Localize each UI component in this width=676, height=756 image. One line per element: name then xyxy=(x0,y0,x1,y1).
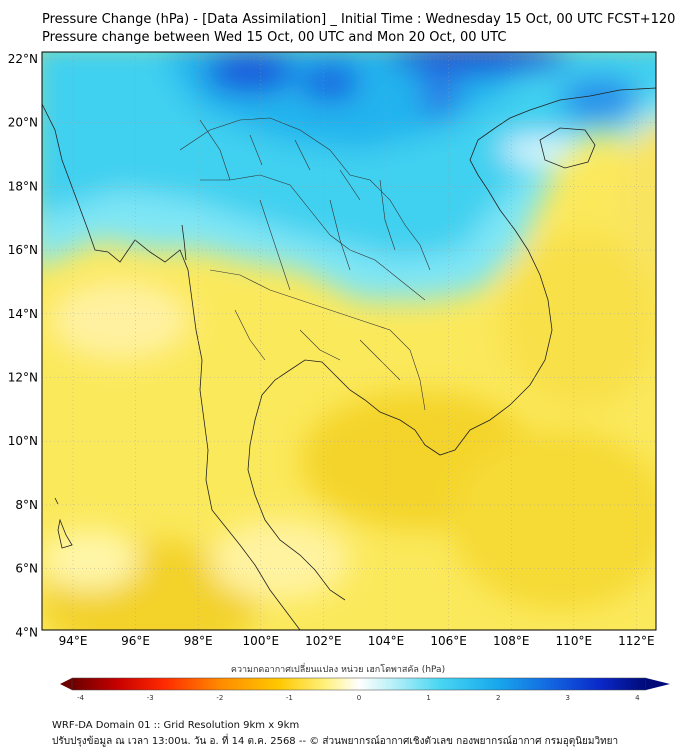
lon-label: 102°E xyxy=(305,634,342,648)
lat-label: 10°N xyxy=(8,434,38,448)
lat-label: 4°N xyxy=(15,625,38,639)
lat-label: 20°N xyxy=(8,116,38,130)
colorbar-tick-label: 4 xyxy=(635,694,640,702)
colorbar-tick-label: -3 xyxy=(147,694,154,702)
colorbar-min-arrow xyxy=(60,678,72,690)
lat-label: 22°N xyxy=(8,52,38,66)
lat-label: 14°N xyxy=(8,307,38,321)
lon-label: 112°E xyxy=(618,634,655,648)
colorbar-gradient xyxy=(71,677,647,691)
lon-label: 106°E xyxy=(430,634,467,648)
colorbar-ticks: -4 -3 -2 -1 0 1 2 3 4 xyxy=(77,694,640,702)
lon-label: 94°E xyxy=(59,634,88,648)
lat-label: 6°N xyxy=(15,562,38,576)
lon-label: 108°E xyxy=(493,634,530,648)
footer-model-info: WRF-DA Domain 01 :: Grid Resolution 9km … xyxy=(52,720,300,731)
colorbar-tick-label: -2 xyxy=(216,694,223,702)
lon-label: 110°E xyxy=(556,634,593,648)
map-subtitle: Pressure change between Wed 15 Oct, 00 U… xyxy=(42,30,507,45)
lat-label: 18°N xyxy=(8,179,38,193)
lon-label: 100°E xyxy=(243,634,280,648)
grid xyxy=(42,52,656,630)
lon-label: 98°E xyxy=(184,634,213,648)
colorbar-tick-label: 0 xyxy=(357,694,361,702)
pressure-field xyxy=(42,52,656,630)
colorbar-tick-label: -1 xyxy=(286,694,293,702)
lat-label: 16°N xyxy=(8,243,38,257)
lat-label: 12°N xyxy=(8,371,38,385)
coastlines xyxy=(42,87,656,630)
borders xyxy=(179,117,431,411)
latitude-labels: 22°N 20°N 18°N 16°N 14°N 12°N 10°N 8°N 6°N 4°N xyxy=(8,52,38,639)
colorbar-tick-label: -4 xyxy=(77,694,85,702)
lat-label: 8°N xyxy=(15,498,38,512)
colorbar-tick-label: 1 xyxy=(426,694,430,702)
colorbar-max-arrow xyxy=(646,678,670,690)
map-frame xyxy=(41,51,657,631)
colorbar: -4 -3 -2 -1 0 1 2 3 4 xyxy=(60,677,670,702)
map-title: Pressure Change (hPa) - [Data Assimilati… xyxy=(42,12,676,27)
longitude-labels: 94°E 96°E 98°E 100°E 102°E 104°E 106°E 108°E 110… xyxy=(59,634,655,648)
lon-label: 104°E xyxy=(368,634,405,648)
colorbar-tick-label: 3 xyxy=(566,694,570,702)
footer-credit: ปรับปรุงข้อมูล ณ เวลา 13:00น. วัน อ. ที่… xyxy=(52,736,619,747)
lon-label: 96°E xyxy=(121,634,150,648)
colorbar-tick-label: 2 xyxy=(496,694,500,702)
colorbar-title: ความกดอากาศเปลี่ยนแปลง หน่วย เฮกโตพาสคัล… xyxy=(230,665,446,675)
